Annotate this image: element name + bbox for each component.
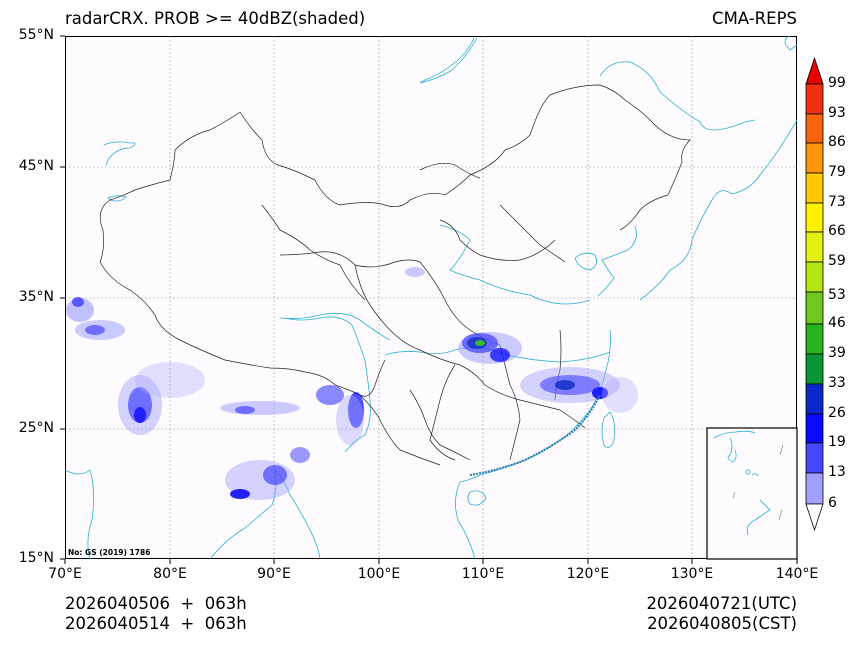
x-tick-80e: 80°E: [153, 566, 187, 582]
x-tick-140e: 140°E: [775, 566, 819, 582]
colorbar-label-86: 86: [828, 134, 846, 150]
y-tick-35n: 35°N: [18, 289, 54, 305]
map-approval-note: No: GS (2019) 1786: [68, 548, 151, 557]
colorbar-label-46: 46: [828, 315, 846, 331]
y-tick-55n: 55°N: [18, 27, 54, 43]
valid-time-cst: 2026040805(CST): [647, 614, 797, 633]
colorbar-label-73: 73: [828, 194, 846, 210]
valid-time-utc: 2026040721(UTC): [646, 594, 797, 613]
y-tick-45n: 45°N: [18, 158, 54, 174]
colorbar-label-66: 66: [828, 223, 846, 239]
national-borders: [99, 84, 691, 466]
colorbar-label-13: 13: [828, 464, 846, 480]
colorbar-label-26: 26: [828, 405, 846, 421]
colorbar-label-53: 53: [828, 287, 846, 303]
coastlines: [65, 36, 797, 559]
gridlines: [65, 36, 797, 559]
colorbar: [805, 56, 824, 532]
colorbar-label-79: 79: [828, 164, 846, 180]
map-plot-area: [65, 36, 797, 559]
init-time-block: 2026040506 + 063h 2026040514 + 063h: [65, 594, 247, 634]
colorbar-label-19: 19: [828, 434, 846, 450]
colorbar-label-6: 6: [828, 495, 837, 511]
y-tick-15n: 15°N: [18, 550, 54, 566]
axis-ticks: [60, 35, 798, 564]
valid-time-block: 2026040721(UTC) 2026040805(CST): [646, 594, 797, 634]
model-name: CMA-REPS: [712, 9, 797, 28]
y-tick-25n: 25°N: [18, 420, 54, 436]
x-tick-120e: 120°E: [566, 566, 610, 582]
x-tick-130e: 130°E: [670, 566, 714, 582]
x-tick-70e: 70°E: [48, 566, 82, 582]
colorbar-label-99: 99: [828, 75, 846, 91]
south-china-sea-inset: [706, 427, 798, 560]
x-tick-90e: 90°E: [257, 566, 291, 582]
chart-title: radarCRX. PROB >= 40dBZ(shaded): [65, 9, 366, 28]
init-time-cst: 2026040514 + 063h: [65, 614, 247, 633]
colorbar-label-59: 59: [828, 253, 846, 269]
colorbar-label-33: 33: [828, 375, 846, 391]
colorbar-label-39: 39: [828, 345, 846, 361]
x-tick-110e: 110°E: [461, 566, 505, 582]
x-tick-100e: 100°E: [357, 566, 401, 582]
init-time-utc: 2026040506 + 063h: [65, 594, 247, 613]
probability-shading: [66, 267, 638, 500]
colorbar-label-93: 93: [828, 105, 846, 121]
